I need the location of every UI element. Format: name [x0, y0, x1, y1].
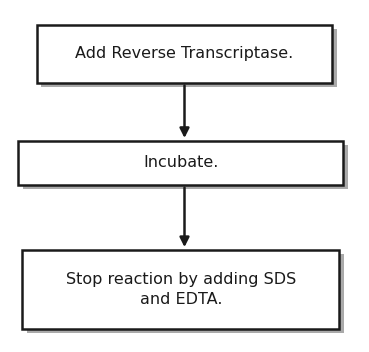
FancyBboxPatch shape — [23, 145, 348, 189]
FancyBboxPatch shape — [37, 25, 332, 83]
FancyBboxPatch shape — [41, 29, 337, 87]
Text: Stop reaction by adding SDS
and EDTA.: Stop reaction by adding SDS and EDTA. — [66, 272, 296, 307]
Text: Incubate.: Incubate. — [143, 155, 218, 170]
FancyBboxPatch shape — [18, 141, 343, 185]
Text: Add Reverse Transcriptase.: Add Reverse Transcriptase. — [75, 46, 294, 61]
FancyBboxPatch shape — [22, 250, 339, 329]
FancyBboxPatch shape — [27, 254, 344, 333]
